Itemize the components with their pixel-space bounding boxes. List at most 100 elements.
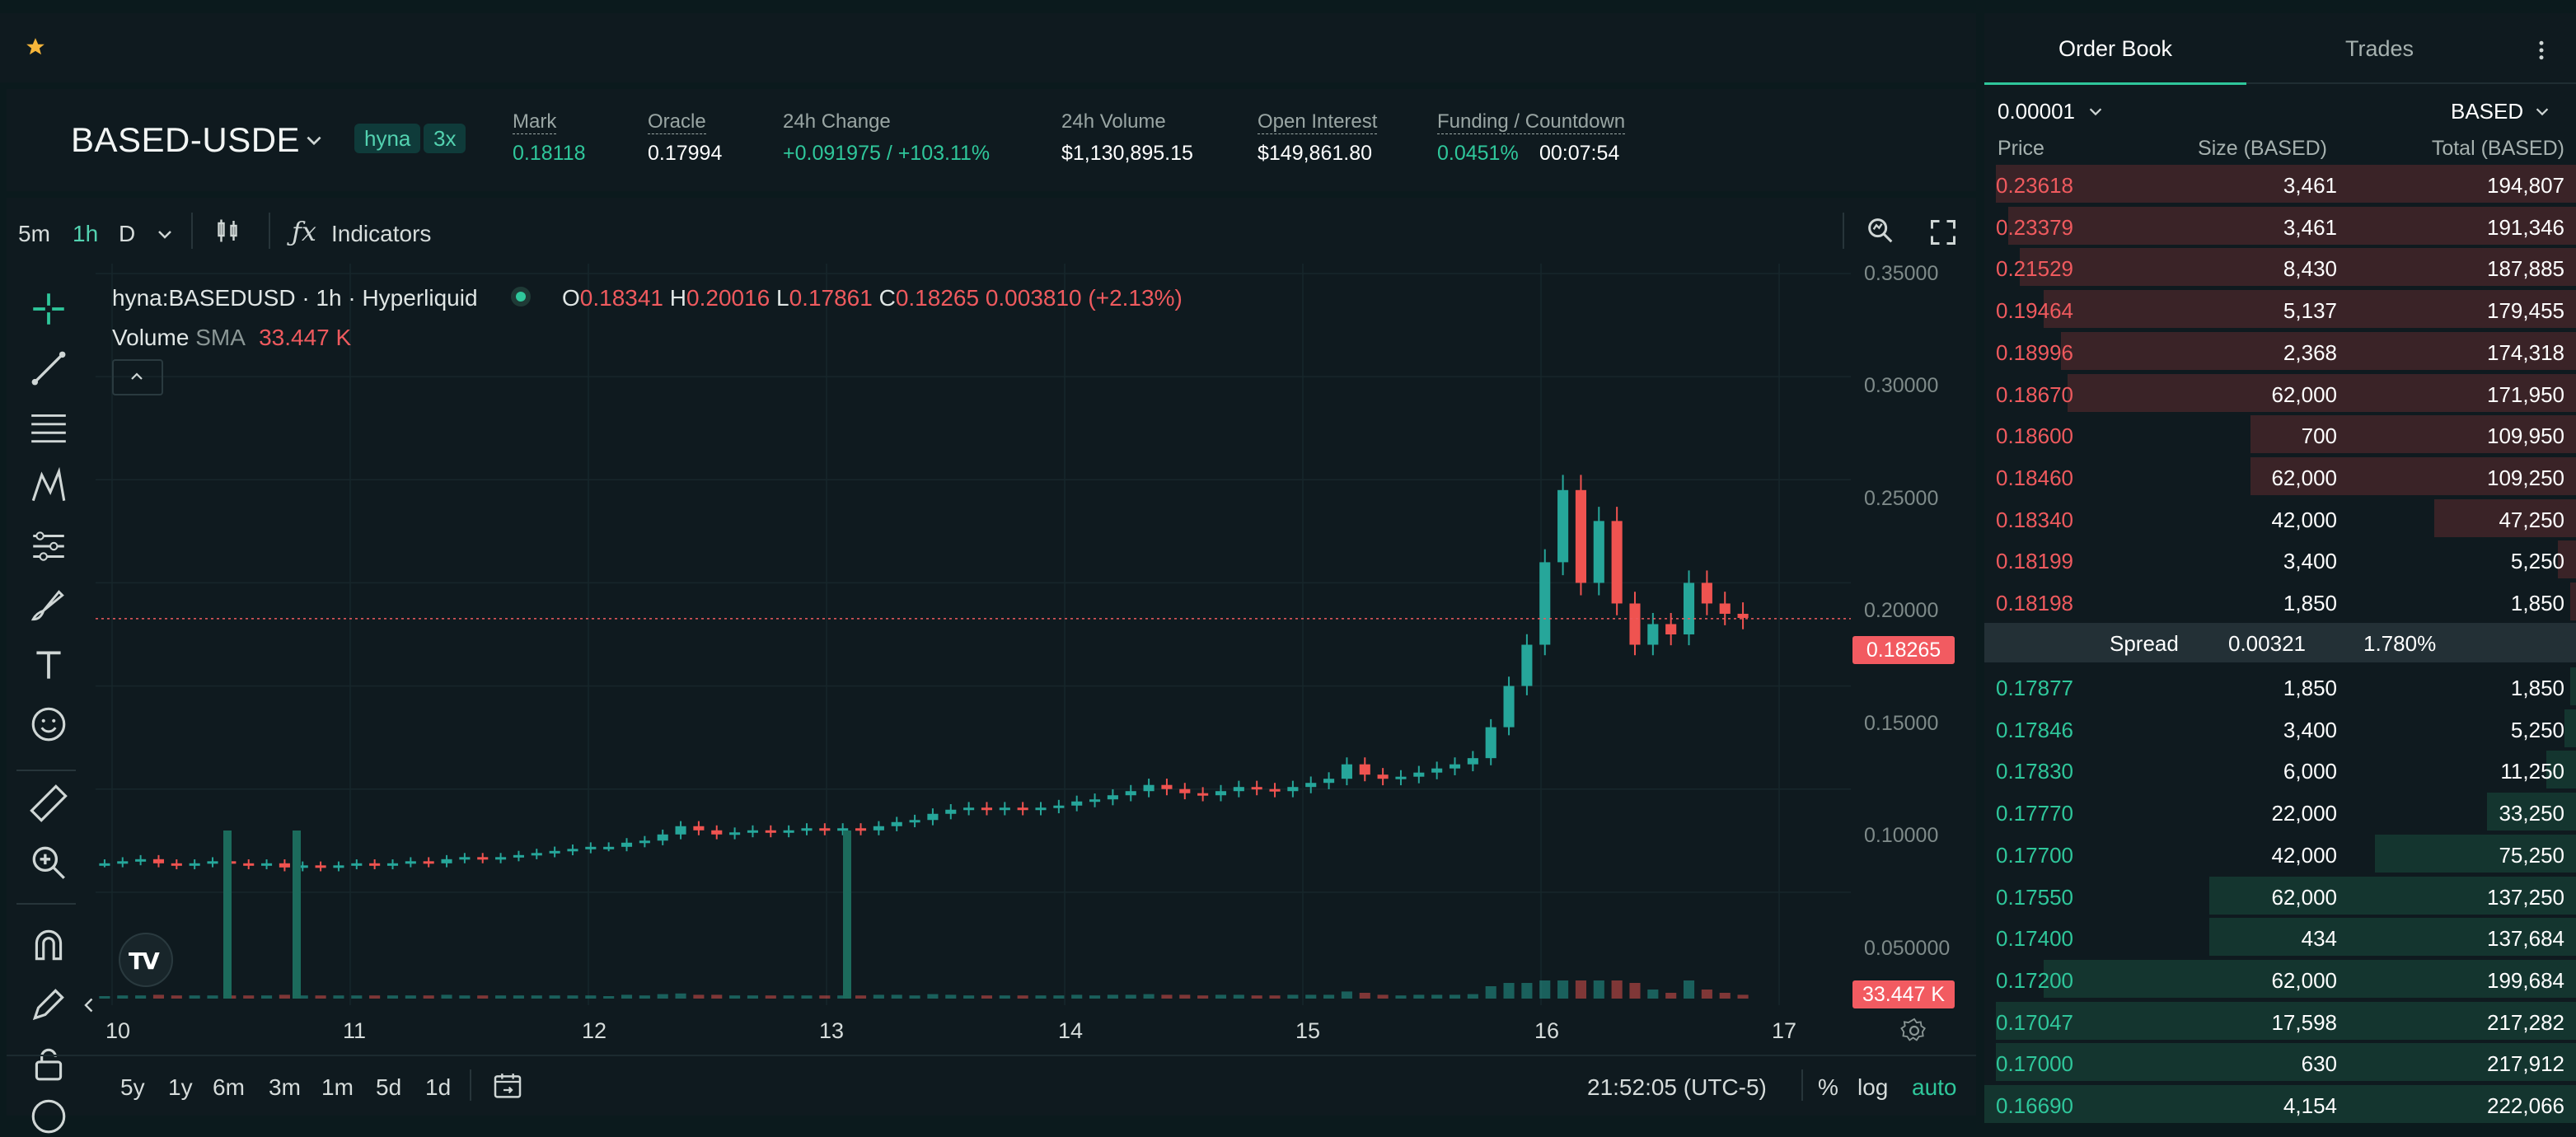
bid-row[interactable]: 0.17200 62,000 199,684 (1984, 958, 2576, 999)
star-icon[interactable] (25, 36, 46, 58)
eye-icon[interactable] (28, 1096, 69, 1137)
function-icon[interactable]: ƒx (292, 216, 316, 247)
range-6m[interactable]: 6m (213, 1074, 245, 1100)
ask-row[interactable]: 0.18198 1,850 1,850 (1984, 581, 2576, 622)
emoji-icon[interactable] (28, 704, 69, 745)
bid-row[interactable]: 0.17700 42,000 75,250 (1984, 833, 2576, 874)
ask-row[interactable]: 0.18670 62,000 171,950 (1984, 372, 2576, 414)
volume-bar (152, 994, 165, 999)
candle (909, 820, 920, 823)
tab-trades[interactable]: Trades (2345, 36, 2414, 61)
range-5y[interactable]: 5y (120, 1074, 145, 1100)
ask-row[interactable]: 0.21529 8,430 187,885 (1984, 246, 2576, 288)
percent-toggle[interactable]: % (1818, 1074, 1838, 1100)
bid-row[interactable]: 0.17830 6,000 11,250 (1984, 749, 2576, 790)
bid-row[interactable]: 0.17000 630 217,912 (1984, 1041, 2576, 1083)
bid-row[interactable]: 0.17400 434 137,684 (1984, 916, 2576, 957)
date-range-icon[interactable] (491, 1069, 524, 1102)
volume-bar (189, 995, 200, 999)
size-header: Size (BASED) (2198, 137, 2327, 160)
ask-row[interactable]: 0.18460 62,000 109,250 (1984, 456, 2576, 497)
brush-icon[interactable] (28, 585, 69, 626)
crosshair-icon[interactable] (28, 288, 69, 330)
interval-1h[interactable]: 1h (73, 221, 99, 246)
ask-row[interactable]: 0.18996 2,368 174,318 (1984, 330, 2576, 372)
chevron-down-icon[interactable] (2087, 102, 2105, 120)
chevron-down-icon[interactable] (2533, 102, 2551, 120)
bid-row[interactable]: 0.17047 17,598 217,282 (1984, 1000, 2576, 1041)
text-icon[interactable] (28, 644, 69, 685)
total-cell: 11,250 (2500, 759, 2564, 784)
ask-row[interactable]: 0.18199 3,400 5,250 (1984, 539, 2576, 580)
price-chart[interactable] (96, 264, 1859, 1005)
bid-row[interactable]: 0.17550 62,000 137,250 (1984, 875, 2576, 916)
zoom-in-icon[interactable] (28, 842, 69, 883)
ask-row[interactable]: 0.18340 42,000 47,250 (1984, 498, 2576, 539)
fib-lines-icon[interactable] (28, 407, 69, 448)
quick-search-icon[interactable] (1864, 214, 1897, 247)
tick-size-select[interactable]: 0.00001 (1998, 99, 2075, 124)
range-1d[interactable]: 1d (425, 1074, 452, 1100)
depth-bar (2043, 959, 2576, 998)
candle (1737, 613, 1749, 618)
ruler-icon[interactable] (28, 783, 69, 824)
log-toggle[interactable]: log (1857, 1074, 1889, 1100)
volume-bar (1215, 994, 1227, 999)
unit-select[interactable]: BASED (2451, 99, 2524, 124)
volume-bar (1305, 994, 1317, 999)
volume-bar (477, 995, 489, 999)
pattern-icon[interactable] (28, 466, 69, 508)
more-options-icon[interactable] (2533, 38, 2550, 63)
magnet-icon[interactable] (28, 924, 69, 966)
candle (891, 821, 902, 826)
volume-bar (585, 995, 597, 999)
last-price-tag: 0.18265 (1852, 636, 1955, 664)
volume-spike (843, 831, 851, 999)
total-cell: 174,318 (2487, 339, 2564, 365)
lock-pencil-icon[interactable] (28, 984, 69, 1025)
candle (1719, 603, 1731, 614)
bid-row[interactable]: 0.16690 4,154 222,066 (1984, 1083, 2576, 1125)
bid-row[interactable]: 0.17877 1,850 1,850 (1984, 666, 2576, 707)
volume-bar (783, 995, 794, 999)
ask-row[interactable]: 0.18600 700 109,950 (1984, 414, 2576, 455)
lock-icon[interactable] (28, 1043, 69, 1084)
projection-icon[interactable] (28, 526, 69, 567)
interval-5m[interactable]: 5m (18, 221, 50, 246)
ask-row[interactable]: 0.23618 3,461 194,807 (1984, 163, 2576, 204)
tradingview-logo[interactable]: TV (119, 933, 173, 987)
volume-bar (386, 995, 399, 999)
volume-bar (1593, 980, 1604, 999)
indicators-button[interactable]: Indicators (331, 221, 432, 246)
range-1m[interactable]: 1m (321, 1074, 354, 1100)
chevron-down-icon[interactable] (155, 224, 175, 244)
interval-d[interactable]: D (119, 221, 136, 246)
tab-order-book[interactable]: Order Book (2058, 36, 2173, 61)
candles-icon[interactable] (213, 216, 242, 246)
candle (819, 828, 831, 831)
x-tick: 15 (1295, 1018, 1321, 1043)
candle (495, 857, 507, 860)
ask-row[interactable]: 0.23379 3,461 191,346 (1984, 205, 2576, 246)
bid-row[interactable]: 0.17846 3,400 5,250 (1984, 708, 2576, 749)
fullscreen-icon[interactable] (1928, 218, 1958, 247)
volume-bar (567, 995, 578, 999)
chevron-down-icon[interactable] (303, 130, 325, 152)
range-1y[interactable]: 1y (168, 1074, 193, 1100)
depth-bar (1996, 1001, 2576, 1040)
collapse-toolbar-icon[interactable] (81, 995, 96, 1015)
size-cell: 3,400 (2283, 717, 2337, 742)
volume-bar (1089, 995, 1101, 999)
bid-row[interactable]: 0.17770 22,000 33,250 (1984, 791, 2576, 832)
pair-name[interactable]: BASED-USDE (71, 120, 301, 159)
clock-readout[interactable]: 21:52:05 (UTC-5) (1587, 1074, 1767, 1100)
trend-line-icon[interactable] (28, 348, 69, 389)
total-cell: 187,885 (2487, 256, 2564, 282)
range-5d[interactable]: 5d (376, 1074, 402, 1100)
settings-icon[interactable] (1900, 1017, 1928, 1045)
range-3m[interactable]: 3m (269, 1074, 301, 1100)
auto-toggle[interactable]: auto (1912, 1074, 1957, 1100)
depth-bar (2067, 373, 2576, 412)
ask-row[interactable]: 0.19464 5,137 179,455 (1984, 288, 2576, 330)
collapse-legend-button[interactable] (112, 359, 163, 395)
